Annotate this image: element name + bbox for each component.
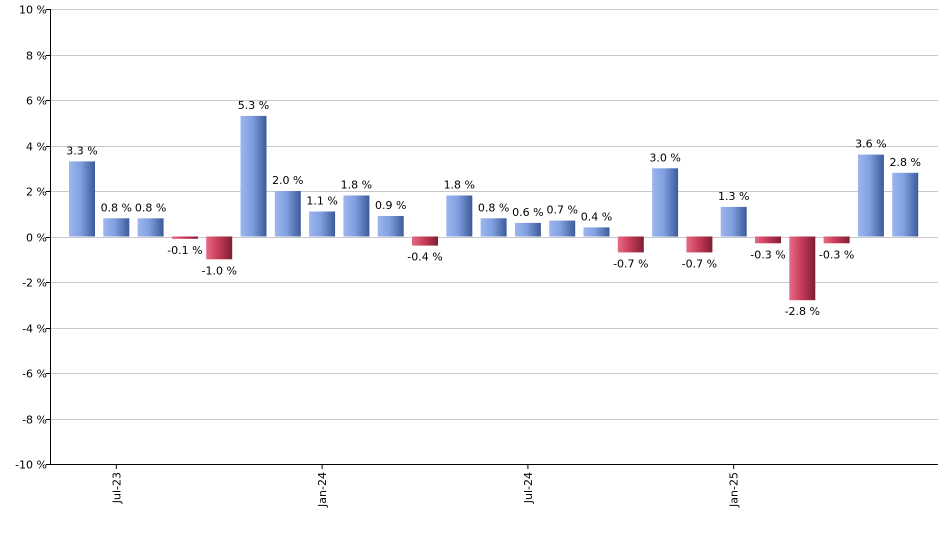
- y-tick-label: -4 %: [22, 323, 47, 336]
- bar-value-label: -0.7 %: [613, 257, 648, 270]
- bar: [274, 191, 301, 237]
- bar-value-label: 1.3 %: [718, 190, 749, 203]
- bar-value-label: -0.1 %: [167, 244, 202, 257]
- bar: [686, 236, 713, 253]
- bar: [617, 236, 644, 253]
- bar: [857, 154, 884, 237]
- bar: [549, 220, 576, 237]
- bar-value-label: -0.4 %: [407, 251, 442, 264]
- y-axis-ticks: 10 % 8 % 6 % 4 % 2 % 0 % -2 % -4 % -6 % -8 % -10 %: [15, 4, 50, 472]
- bar-value-label: 3.3 %: [66, 144, 97, 157]
- x-tick-label: Jan-24: [316, 472, 329, 508]
- bar-value-label: 1.1 %: [306, 195, 337, 208]
- y-tick-label: 2 %: [26, 186, 47, 199]
- bar: [789, 236, 816, 301]
- y-tick-label: 6 %: [26, 95, 47, 108]
- y-tick-label: 0 %: [26, 232, 47, 245]
- bar: [446, 195, 473, 237]
- bar-value-label: 2.0 %: [272, 174, 303, 187]
- bar: [69, 161, 95, 237]
- y-tick-label: -2 %: [22, 277, 47, 290]
- bar: [377, 216, 404, 237]
- bar-value-label: 0.9 %: [375, 199, 406, 212]
- bar: [823, 236, 850, 244]
- bar-value-label: 0.8 %: [135, 201, 166, 214]
- bar-value-label: 0.7 %: [546, 204, 577, 217]
- y-tick-label: -10 %: [15, 459, 47, 472]
- bar-value-label: -1.0 %: [201, 264, 236, 277]
- bar-value-label: 0.8 %: [101, 201, 132, 214]
- bar: [343, 195, 370, 237]
- x-tick-label: Jul-24: [522, 472, 535, 504]
- y-tick-label: 4 %: [26, 141, 47, 154]
- y-tick-label: -8 %: [22, 414, 47, 427]
- bar: [171, 236, 198, 239]
- bar-value-label: 0.8 %: [478, 201, 509, 214]
- axes: [50, 9, 938, 465]
- bar: [240, 115, 267, 237]
- bar: [514, 222, 541, 237]
- bar: [720, 206, 747, 237]
- data-labels: 3.3 %0.8 % 0.8 %-0.1 %-1.0 %5.3 %2.0 %1.1…: [66, 99, 921, 318]
- bar: [206, 236, 233, 260]
- bar: [652, 168, 679, 237]
- bar-value-label: 1.8 %: [444, 179, 475, 192]
- bar-value-label: 0.6 %: [512, 206, 543, 219]
- x-tick-label: Jul-23: [110, 472, 123, 504]
- y-tick-label: -6 %: [22, 368, 47, 381]
- bar-value-label: -2.8 %: [785, 305, 820, 318]
- bar: [137, 218, 164, 237]
- y-tick-label: 10 %: [19, 4, 47, 17]
- x-tick-label: Jan-25: [728, 472, 741, 508]
- bar: [480, 218, 507, 237]
- bar-value-label: 3.0 %: [649, 151, 680, 164]
- bar-value-label: -0.3 %: [819, 248, 854, 261]
- bar: [309, 211, 336, 237]
- bar: [892, 172, 919, 237]
- bars: [69, 115, 919, 301]
- bar: [583, 227, 610, 237]
- bar-value-label: 0.4 %: [581, 210, 612, 223]
- bar-value-label: 3.6 %: [855, 138, 886, 151]
- bar: [755, 236, 781, 244]
- bar-value-label: 1.8 %: [341, 179, 372, 192]
- bar-value-label: 5.3 %: [238, 99, 269, 112]
- bar-value-label: -0.7 %: [682, 257, 717, 270]
- bar-value-label: 2.8 %: [889, 156, 920, 169]
- bar: [412, 236, 438, 246]
- bar-value-label: -0.3 %: [750, 248, 785, 261]
- x-axis-ticks: Jul-23 Jan-24 Jul-24 Jan-25: [110, 464, 741, 508]
- bar: [103, 218, 130, 237]
- y-tick-label: 8 %: [26, 50, 47, 63]
